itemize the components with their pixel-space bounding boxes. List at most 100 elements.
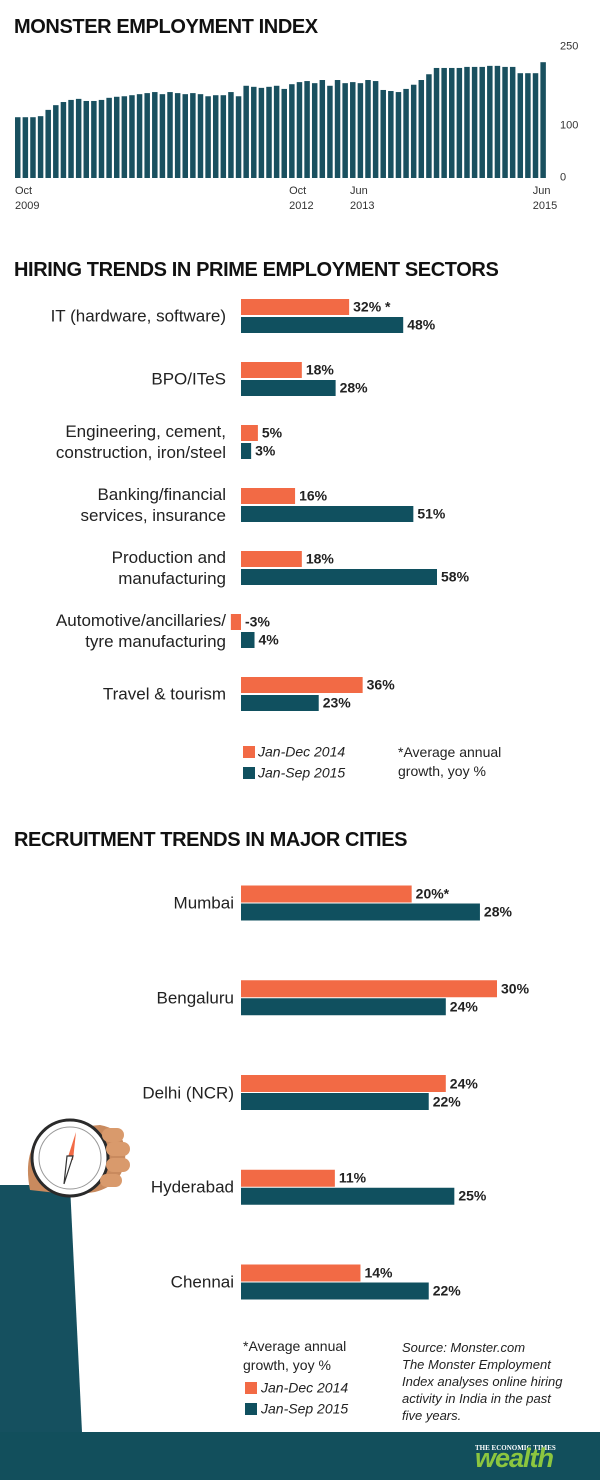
bar — [241, 299, 350, 315]
value-label: 24% — [449, 998, 478, 1015]
value-label: 48% — [407, 316, 436, 333]
bar — [241, 569, 437, 585]
bar — [241, 506, 414, 522]
x-tick-label: Jun 2013 — [350, 185, 375, 212]
bar — [174, 93, 181, 178]
bar — [540, 62, 546, 178]
bar — [205, 96, 211, 178]
bar — [487, 65, 493, 178]
bar — [144, 93, 150, 178]
bar — [241, 1264, 361, 1282]
bar — [241, 551, 302, 567]
value-label: 36% — [366, 676, 395, 693]
legend-label: Jan-Dec 2014 — [261, 1379, 349, 1396]
bar — [464, 66, 470, 178]
bar — [266, 86, 272, 178]
value-label: 58% — [441, 568, 470, 585]
bar — [479, 66, 485, 178]
bar — [525, 73, 531, 178]
bar — [241, 362, 302, 378]
bar — [241, 425, 258, 441]
bar — [152, 92, 158, 178]
y-tick-label: 0 — [560, 171, 567, 184]
bar — [433, 67, 440, 178]
bar — [241, 1282, 429, 1300]
bar — [167, 92, 173, 178]
legend-swatch — [245, 1403, 257, 1415]
bar — [304, 81, 310, 178]
chart-title: HIRING TRENDS IN PRIME EMPLOYMENT SECTOR… — [14, 259, 499, 281]
bar — [190, 93, 196, 178]
bar — [395, 92, 402, 178]
value-label: 22% — [432, 1282, 461, 1299]
bar — [517, 73, 524, 178]
bar — [357, 83, 364, 178]
value-label: 22% — [432, 1093, 461, 1110]
bar — [230, 614, 241, 630]
legend-label: Jan-Dec 2014 — [258, 743, 346, 760]
bar — [241, 317, 404, 333]
y-tick-label: 100 — [560, 119, 579, 131]
value-label: 24% — [449, 1075, 478, 1092]
x-tick-label: Jun 2015 — [532, 185, 558, 212]
value-label: 3% — [255, 442, 276, 459]
category-label: Travel & tourism — [102, 684, 226, 704]
bar — [241, 677, 363, 693]
section-logo: wealth — [475, 1443, 554, 1473]
bar — [509, 66, 516, 178]
bar — [410, 84, 417, 178]
category-label: Hyderabad — [150, 1177, 234, 1197]
value-label: 23% — [322, 694, 351, 711]
bar — [30, 117, 36, 178]
bar — [129, 95, 135, 178]
bar — [273, 85, 280, 178]
publisher-logo: THE ECONOMIC TIMES — [475, 1444, 556, 1452]
bar — [350, 82, 356, 178]
hand-illustration — [0, 1118, 130, 1432]
bar — [365, 80, 371, 178]
bar — [197, 94, 204, 178]
bar — [37, 116, 44, 178]
bar — [471, 66, 478, 178]
footer-band — [0, 1432, 600, 1480]
bar — [441, 67, 447, 178]
bar — [45, 109, 51, 178]
bar — [380, 89, 386, 178]
value-label: 4% — [258, 631, 279, 648]
category-label: BPO/ITeS — [151, 369, 226, 389]
bar — [327, 85, 333, 178]
chart-title: RECRUITMENT TRENDS IN MAJOR CITIES — [14, 829, 408, 851]
category-label: IT (hardware, software) — [50, 306, 226, 326]
value-label: 25% — [458, 1187, 487, 1204]
bar — [418, 80, 425, 178]
bar — [241, 695, 319, 711]
bar — [241, 488, 296, 504]
bar — [243, 85, 249, 178]
x-tick-label: Oct 2012 — [289, 185, 314, 212]
footnote: *Average annual growth, yoy % — [398, 744, 502, 779]
bar — [281, 88, 287, 178]
bar — [502, 66, 508, 178]
bar — [83, 100, 90, 178]
value-label: -3% — [245, 613, 270, 630]
chart-title: MONSTER EMPLOYMENT INDEX — [14, 16, 318, 38]
bar — [220, 95, 227, 178]
bar — [241, 903, 480, 921]
bar — [22, 117, 29, 178]
bar — [60, 102, 67, 178]
bar — [98, 99, 105, 178]
legend-swatch — [245, 1382, 257, 1394]
bar — [403, 88, 409, 178]
bar — [251, 86, 257, 178]
category-label: Delhi (NCR) — [142, 1083, 234, 1102]
bar — [241, 1169, 335, 1187]
bar — [241, 1187, 455, 1205]
bar — [456, 67, 463, 178]
bar — [296, 82, 303, 178]
bar — [311, 83, 318, 178]
bar — [241, 980, 497, 998]
bar — [68, 99, 74, 178]
bar — [53, 105, 59, 178]
